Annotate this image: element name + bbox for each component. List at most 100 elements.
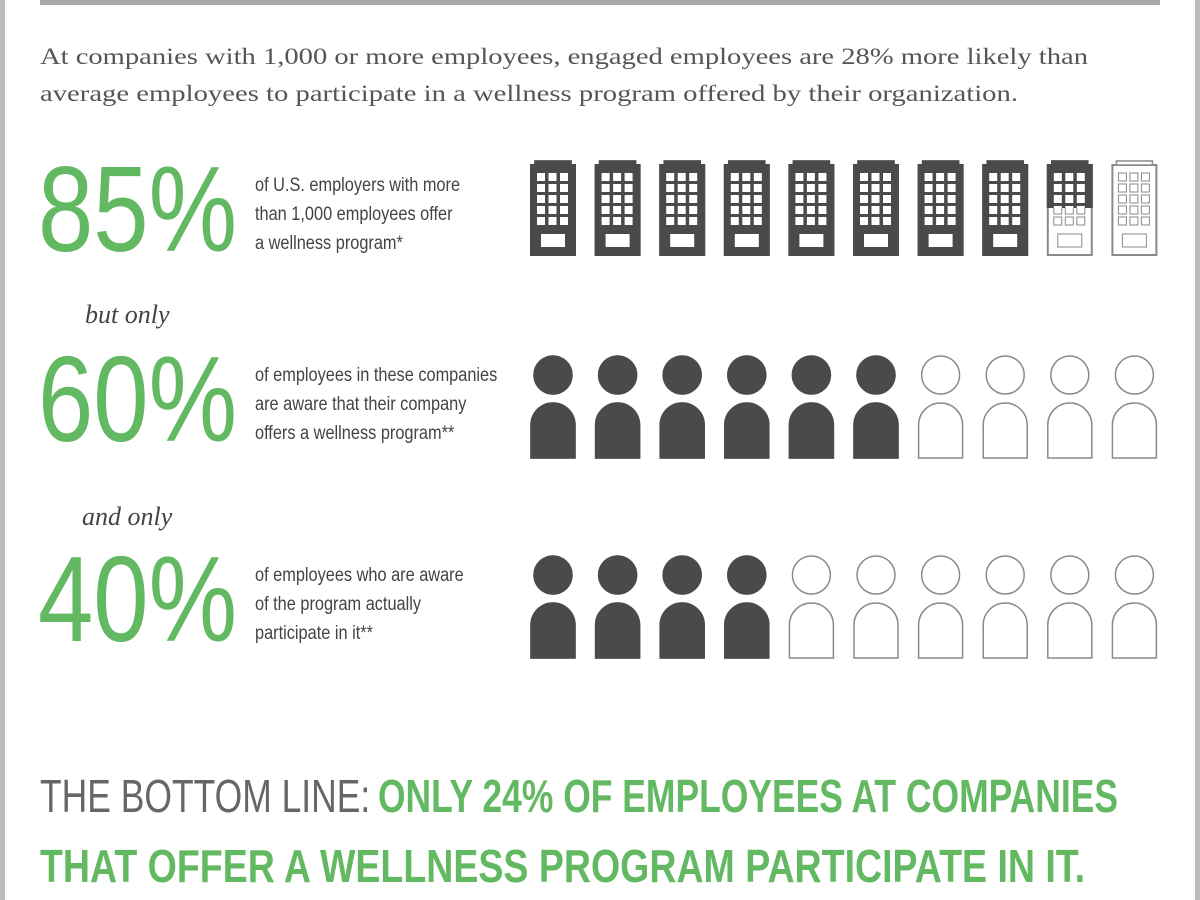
building-window [753, 217, 762, 225]
building-window [560, 184, 568, 192]
person-fill [530, 355, 576, 459]
building-window [818, 195, 827, 203]
building-window [601, 173, 610, 181]
person-body [917, 402, 964, 459]
person-body [853, 402, 899, 459]
building-window [677, 217, 686, 225]
building-window [795, 217, 804, 225]
person-icon [1111, 355, 1158, 459]
person-icon [982, 355, 1028, 459]
building-window [871, 184, 880, 192]
person-icon [788, 555, 835, 659]
building-door [864, 234, 888, 247]
person-head [597, 355, 638, 395]
building-window [560, 206, 568, 214]
building-window [1140, 194, 1150, 204]
building-window [806, 173, 815, 181]
right-border [1195, 0, 1200, 900]
building-icon [1111, 160, 1158, 256]
building-window [936, 217, 945, 225]
building-window [730, 217, 739, 225]
person-fill [659, 555, 705, 659]
building-window [860, 217, 868, 225]
building-roof [921, 160, 960, 166]
building-roof [663, 160, 701, 166]
building-window [666, 217, 675, 225]
building-window [730, 206, 739, 214]
building-window [936, 173, 945, 181]
building-window [795, 173, 804, 181]
building-window [860, 206, 868, 214]
person-body [1047, 402, 1093, 459]
stat-percent: 60% [38, 331, 237, 467]
person-head [1050, 355, 1090, 395]
building-icon [723, 160, 770, 256]
person-fill [530, 555, 576, 659]
building-window [936, 195, 945, 203]
person-body [594, 602, 641, 659]
building-window [1000, 195, 1009, 203]
building-window [689, 195, 698, 203]
building-window [1053, 206, 1062, 208]
building-window [548, 173, 557, 181]
building-window [666, 184, 675, 192]
building-window [666, 206, 675, 214]
building-window [924, 173, 933, 181]
person-head [1050, 555, 1090, 595]
building-window [742, 206, 751, 214]
building-window [624, 195, 633, 203]
building-window [947, 206, 956, 214]
building-icon [659, 160, 706, 256]
person-icon [594, 355, 641, 459]
building-fill [788, 160, 835, 256]
building-window [818, 173, 827, 181]
building-window [742, 173, 751, 181]
building-window [537, 173, 545, 181]
person-head [662, 355, 702, 395]
building-window [742, 217, 751, 225]
building-window [560, 217, 568, 225]
building-door [1057, 233, 1083, 248]
connector: and only [82, 502, 173, 531]
person-icon [917, 555, 964, 659]
stat-description: offers a wellness program** [255, 422, 454, 443]
building-window [924, 206, 933, 214]
building-window [613, 217, 622, 225]
person-body [1111, 602, 1158, 659]
bottom-line-text: THAT OFFER A WELLNESS PROGRAM PARTICIPAT… [40, 840, 1085, 892]
building-window [871, 217, 880, 225]
person-fill [853, 355, 899, 459]
building-window [560, 173, 568, 181]
building-window [1129, 194, 1139, 204]
building-window [1129, 216, 1139, 226]
building-fill [594, 160, 641, 256]
stat-description: are aware that their company [255, 393, 467, 414]
building-window [753, 184, 762, 192]
person-icon [982, 555, 1028, 659]
building-window [947, 173, 956, 181]
building-icon [1046, 160, 1093, 256]
person-body [724, 402, 770, 459]
building-window [1012, 184, 1021, 192]
building-window [795, 195, 804, 203]
person-icon [917, 355, 964, 459]
building-window [1117, 205, 1127, 215]
building-window [806, 184, 815, 192]
building-window [947, 184, 956, 192]
building-fill [853, 160, 899, 256]
person-body [982, 402, 1028, 459]
building-icon [917, 160, 964, 256]
building-window [1053, 216, 1063, 226]
building-window [753, 195, 762, 203]
building-window [677, 173, 686, 181]
building-icon [530, 160, 576, 256]
building-window [1065, 195, 1074, 203]
building-window [1012, 173, 1021, 181]
building-fill [530, 160, 576, 256]
building-icon [853, 160, 899, 256]
person-body [982, 602, 1028, 659]
building-window [795, 206, 804, 214]
bottom-line-lead: THE BOTTOM LINE: [40, 770, 370, 822]
